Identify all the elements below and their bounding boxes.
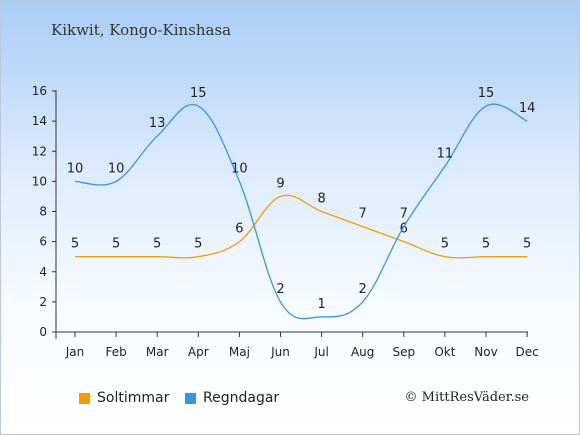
data-label-soltimmar: 5 [112, 237, 120, 252]
y-tick-label: 6 [39, 235, 47, 249]
data-label-soltimmar: 8 [317, 192, 325, 207]
data-label-regndagar: 14 [519, 101, 536, 116]
data-label-soltimmar: 5 [482, 237, 490, 252]
series-line-regndagar [74, 103, 528, 320]
data-label-regndagar: 10 [67, 161, 84, 176]
legend-label-regndagar: Regndagar [203, 390, 280, 406]
y-tick-label: 4 [39, 265, 47, 279]
legend-item-soltimmar: Soltimmar [79, 390, 169, 406]
data-label-regndagar: 10 [108, 161, 125, 176]
y-tick-label: 14 [32, 114, 47, 128]
data-label-regndagar: 7 [400, 207, 408, 222]
x-tick-label: Jun [270, 345, 290, 359]
y-tick-label: 10 [32, 174, 47, 188]
x-tick-label: Mar [146, 345, 169, 359]
legend-item-regndagar: Regndagar [185, 390, 279, 406]
legend-swatch-regndagar [185, 392, 196, 404]
data-label-regndagar: 15 [478, 86, 495, 101]
data-label-regndagar: 15 [190, 86, 207, 101]
x-tick-label: Okt [434, 345, 455, 359]
x-tick-label: Sep [392, 345, 415, 359]
series-line-soltimmar [74, 194, 528, 259]
data-label-soltimmar: 6 [400, 222, 408, 237]
x-tick-label: Jul [313, 345, 328, 359]
data-label-soltimmar: 5 [523, 237, 531, 252]
x-tick-label: Feb [105, 345, 126, 359]
y-tick-label: 8 [39, 205, 47, 219]
y-tick-label: 16 [32, 84, 47, 98]
data-label-regndagar: 13 [149, 116, 166, 131]
data-label-soltimmar: 6 [235, 222, 243, 237]
data-label-soltimmar: 5 [153, 237, 161, 252]
data-label-soltimmar: 9 [276, 176, 284, 191]
data-label-regndagar: 11 [437, 146, 454, 161]
data-label-soltimmar: 5 [71, 237, 79, 252]
x-tick-label: Jan [65, 345, 85, 359]
data-label-regndagar: 1 [317, 297, 325, 312]
chart-title: Kikwit, Kongo-Kinshasa [51, 21, 232, 39]
data-label-soltimmar: 5 [441, 237, 449, 252]
y-tick-label: 12 [32, 144, 47, 158]
x-tick-label: Nov [474, 345, 497, 359]
x-tick-label: Apr [188, 345, 209, 359]
y-tick-label: 2 [39, 295, 47, 309]
x-tick-label: Maj [229, 345, 250, 359]
y-tick-label: 0 [39, 325, 47, 339]
data-label-soltimmar: 5 [194, 237, 202, 252]
x-tick-label: Dec [515, 345, 538, 359]
data-label-soltimmar: 7 [359, 207, 367, 222]
legend-swatch-soltimmar [79, 392, 90, 404]
copyright-credit: © MittResVäder.se [404, 390, 529, 405]
data-label-regndagar: 2 [276, 282, 284, 297]
data-label-regndagar: 2 [359, 282, 367, 297]
legend-label-soltimmar: Soltimmar [97, 390, 170, 406]
x-tick-label: Aug [351, 345, 374, 359]
data-label-regndagar: 10 [231, 161, 248, 176]
